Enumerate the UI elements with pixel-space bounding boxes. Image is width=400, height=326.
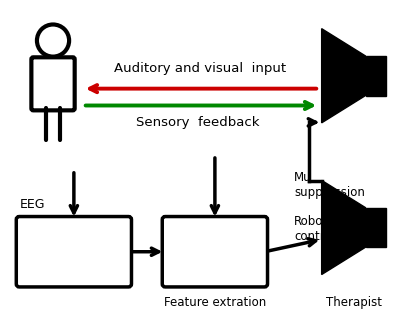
Text: EEG: EEG <box>19 198 45 211</box>
Polygon shape <box>366 56 386 96</box>
Polygon shape <box>366 208 386 247</box>
Text: Robot
control: Robot control <box>294 215 335 244</box>
Polygon shape <box>322 29 366 123</box>
Text: Amplifier: Amplifier <box>47 245 101 258</box>
Text: Feature extration: Feature extration <box>164 296 266 309</box>
Text: Auditory and visual  input: Auditory and visual input <box>114 62 286 75</box>
FancyBboxPatch shape <box>31 57 75 111</box>
Text: Mu
suppression: Mu suppression <box>294 171 365 199</box>
Polygon shape <box>322 180 366 274</box>
FancyBboxPatch shape <box>16 216 132 287</box>
Text: PC: PC <box>207 245 223 258</box>
Text: Therapist: Therapist <box>326 296 382 309</box>
FancyBboxPatch shape <box>162 216 268 287</box>
Text: Sensory  feedback: Sensory feedback <box>136 116 260 129</box>
